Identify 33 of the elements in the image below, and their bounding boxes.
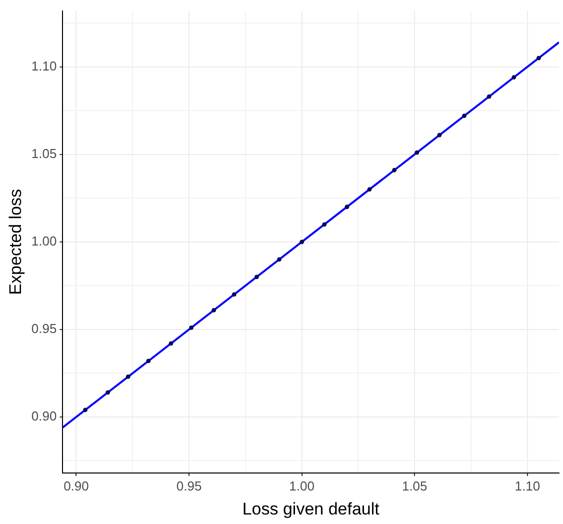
point: [254, 274, 259, 280]
point: [437, 132, 442, 138]
y-tick-label: 0.90: [31, 408, 57, 424]
x-tick-label: 0.95: [176, 478, 202, 494]
point: [146, 358, 151, 364]
point: [462, 114, 466, 118]
point: [106, 390, 110, 395]
point: [414, 150, 420, 155]
point: [300, 240, 304, 244]
y-tick-label: 1.05: [31, 146, 57, 161]
point: [189, 325, 194, 330]
point: [277, 257, 282, 262]
point: [168, 341, 174, 346]
y-tick-label: 1.00: [31, 233, 57, 248]
y-axis-title: Expected loss: [6, 188, 25, 295]
x-tick-label: 1.10: [514, 478, 540, 494]
point: [83, 408, 88, 412]
point: [344, 204, 350, 210]
point: [392, 168, 397, 172]
x-tick-label: 1.00: [289, 478, 314, 494]
point: [232, 292, 236, 297]
y-tick-label: 1.10: [31, 58, 57, 74]
point: [322, 222, 327, 227]
point: [486, 94, 492, 99]
point: [126, 374, 130, 379]
point: [367, 187, 372, 192]
x-tick-label: 0.90: [64, 478, 89, 494]
y-tick-label: 0.95: [31, 321, 57, 336]
point: [536, 56, 541, 60]
point: [512, 75, 516, 80]
point: [212, 308, 216, 312]
x-tick-label: 1.05: [402, 478, 428, 494]
x-axis-title: Loss given default: [242, 499, 380, 518]
